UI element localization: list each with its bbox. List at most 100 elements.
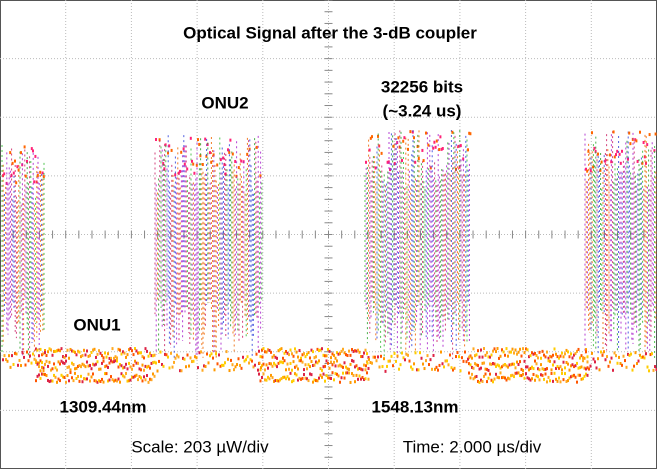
signal-trace: [348, 371, 350, 375]
signal-trace: [38, 373, 40, 377]
signal-trace: [411, 367, 414, 371]
signal-trace: [312, 350, 314, 354]
signal-trace: [435, 139, 438, 143]
signal-trace: [363, 378, 365, 382]
signal-trace: [640, 355, 643, 359]
signal-trace: [582, 359, 584, 363]
signal-trace: [642, 355, 644, 359]
signal-trace: [56, 368, 58, 372]
signal-trace: [123, 351, 126, 355]
signal-trace: [116, 356, 118, 360]
signal-trace: [153, 353, 156, 357]
signal-trace: [357, 348, 359, 352]
signal-trace: [643, 356, 646, 360]
signal-trace: [171, 365, 174, 369]
signal-trace: [555, 352, 557, 356]
signal-trace: [303, 352, 305, 356]
signal-trace: [298, 359, 301, 363]
signal-trace: [39, 170, 42, 174]
signal-trace: [490, 353, 493, 357]
signal-trace: [69, 368, 72, 372]
signal-trace: [228, 369, 231, 373]
signal-trace: [74, 350, 76, 354]
signal-trace: [352, 359, 355, 363]
signal-trace: [137, 378, 139, 382]
signal-trace: [525, 372, 527, 376]
signal-trace: [484, 353, 487, 357]
signal-trace: [39, 376, 42, 380]
signal-trace: [84, 353, 87, 357]
signal-trace: [228, 150, 231, 154]
signal-trace: [538, 368, 541, 372]
signal-trace: [354, 349, 356, 353]
signal-trace: [417, 157, 420, 161]
signal-trace: [288, 353, 290, 357]
signal-trace: [352, 373, 355, 377]
signal-trace: [577, 347, 580, 351]
signal-trace: [516, 371, 518, 375]
signal-trace: [585, 167, 587, 171]
signal-trace: [86, 349, 88, 353]
signal-trace: [588, 367, 590, 371]
signal-trace: [301, 353, 304, 357]
signal-trace: [597, 357, 599, 361]
signal-trace: [543, 377, 545, 381]
signal-trace: [280, 347, 283, 351]
signal-trace: [631, 368, 634, 372]
signal-trace: [294, 372, 296, 376]
signal-trace: [38, 365, 40, 369]
signal-trace: [652, 368, 655, 372]
signal-trace: [426, 354, 429, 358]
signal-trace: [386, 160, 389, 164]
signal-trace: [438, 363, 441, 367]
signal-trace: [107, 365, 109, 369]
signal-trace: [101, 354, 103, 358]
signal-trace: [258, 372, 260, 376]
signal-trace: [68, 365, 70, 369]
signal-trace: [38, 354, 40, 358]
signal-trace: [514, 348, 517, 352]
signal-trace: [45, 359, 48, 363]
signal-trace: [336, 351, 338, 355]
signal-trace: [279, 378, 281, 382]
signal-trace: [354, 380, 356, 384]
signal-trace: [334, 372, 337, 376]
signal-trace: [10, 174, 13, 178]
signal-trace: [351, 359, 353, 363]
signal-trace: [537, 367, 539, 371]
signal-trace: [507, 376, 509, 380]
signal-trace: [604, 159, 607, 163]
signal-trace: [276, 379, 278, 383]
signal-trace: [328, 376, 331, 380]
signal-trace: [568, 355, 571, 359]
signal-trace: [289, 371, 292, 375]
signal-trace: [440, 147, 443, 151]
signal-trace: [262, 372, 265, 376]
signal-trace: [407, 353, 409, 357]
signal-trace: [516, 360, 518, 364]
signal-trace: [280, 360, 283, 364]
signal-trace: [550, 371, 553, 375]
signal-trace: [75, 377, 78, 380]
signal-trace: [231, 152, 234, 156]
signal-trace: [87, 372, 90, 376]
signal-trace: [526, 376, 529, 380]
signal-trace: [642, 141, 645, 145]
signal-trace: [316, 379, 319, 383]
signal-trace: [472, 377, 475, 381]
signal-trace: [147, 380, 150, 384]
signal-trace: [537, 356, 539, 360]
signal-trace: [188, 364, 190, 368]
signal-trace: [348, 367, 350, 371]
signal-trace: [392, 364, 394, 368]
signal-trace: [83, 377, 85, 381]
signal-trace: [191, 159, 193, 163]
signal-trace: [538, 378, 541, 382]
signal-trace: [432, 146, 435, 150]
signal-trace: [90, 351, 93, 355]
signal-trace: [65, 354, 67, 358]
signal-trace: [583, 374, 586, 378]
signal-trace: [39, 347, 42, 351]
signal-trace: [610, 160, 613, 164]
signal-trace: [510, 350, 512, 354]
